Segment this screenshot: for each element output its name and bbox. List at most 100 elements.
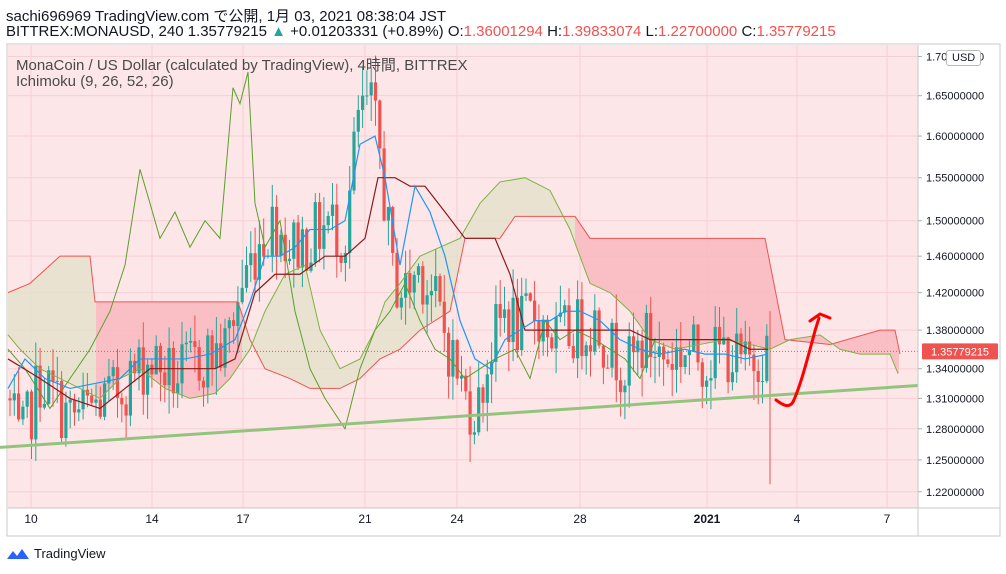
candle-body	[447, 332, 451, 377]
time-tick-label: 28	[573, 512, 587, 526]
indicator-legend[interactable]: Ichimoku (9, 26, 52, 26)	[16, 73, 174, 90]
currency-button[interactable]: USD	[946, 50, 982, 66]
candle-body	[537, 320, 541, 342]
candle-body	[472, 432, 476, 435]
candle-body	[545, 319, 550, 338]
candle-body	[610, 322, 614, 368]
time-tick-label: 4	[794, 512, 801, 526]
candle-body	[507, 309, 511, 343]
candle-body	[85, 389, 89, 396]
candle-body	[103, 383, 107, 417]
cloud-area	[465, 177, 575, 243]
candle-body	[163, 372, 167, 386]
candle-body	[490, 361, 494, 375]
candle-body	[171, 347, 175, 394]
candle-body	[253, 253, 257, 280]
candle-body	[283, 234, 287, 262]
candle-body	[726, 337, 730, 383]
candle-body	[692, 324, 696, 351]
candle-body	[515, 297, 519, 351]
price-tick-label: 1.42000000	[926, 288, 984, 300]
candle-body	[571, 346, 575, 359]
candle-body	[25, 391, 29, 407]
price-tick-label: 1.22000000	[926, 487, 984, 499]
last-price-tag: 1.35779215	[922, 343, 998, 360]
candle-body	[335, 204, 339, 257]
footer: TradingView	[6, 546, 106, 561]
candle-body	[627, 336, 631, 386]
candle-body	[644, 313, 648, 368]
price-chart[interactable]: 1.700000001.650000001.600000001.55000000…	[0, 42, 1006, 538]
time-tick-label: 17	[236, 512, 250, 526]
candle-body	[227, 320, 231, 329]
candle-body	[735, 333, 739, 373]
candle-body	[81, 389, 85, 410]
time-tick-label: 10	[24, 512, 38, 526]
candle-body	[756, 371, 760, 383]
price-change: +0.01203331 (+0.89%)	[290, 23, 444, 40]
candle-body	[520, 295, 524, 351]
low-label: L:	[645, 23, 659, 40]
price-tick-label: 1.60000000	[926, 131, 984, 143]
candle-body	[150, 364, 154, 375]
candle-body	[133, 360, 137, 374]
candle-body	[580, 299, 584, 357]
price-tick-label: 1.34000000	[926, 364, 984, 376]
candle-body	[670, 363, 674, 370]
candle-body	[619, 380, 623, 393]
candle-body	[683, 355, 687, 368]
candle-body	[597, 310, 601, 346]
candle-body	[421, 266, 425, 305]
candles	[8, 55, 771, 485]
time-tick-label: 2021	[694, 512, 721, 526]
candle-body	[416, 266, 421, 275]
time-axis[interactable]: 10 14 17 21 24 28 2021 4 7	[24, 512, 890, 526]
candle-body	[300, 229, 304, 268]
candle-body	[705, 380, 709, 387]
candle-body	[77, 409, 81, 413]
candle-body	[34, 365, 38, 440]
candle-body	[369, 82, 373, 96]
candle-body	[322, 225, 326, 249]
candle-body	[305, 229, 309, 271]
candle-body	[206, 335, 210, 388]
last-price-label: 1.35779215	[931, 346, 989, 358]
change-up-icon: ▲	[271, 23, 286, 40]
tradingview-logo-icon	[7, 548, 29, 559]
candle-body	[201, 380, 206, 388]
candle-body	[270, 206, 274, 256]
candle-body	[115, 367, 120, 398]
chart-title: MonaCoin / US Dollar (calculated by Trad…	[16, 57, 468, 74]
price-tick-label: 1.65000000	[926, 91, 984, 103]
candle-body	[563, 305, 567, 313]
candle-body	[197, 346, 201, 381]
candle-body	[193, 341, 197, 347]
candle-body	[343, 252, 347, 263]
price-tick-label: 1.46000000	[926, 251, 984, 263]
time-tick-label: 14	[145, 512, 159, 526]
candle-body	[386, 207, 390, 221]
candle-body	[356, 109, 360, 132]
trendline[interactable]	[0, 383, 919, 449]
symbol-ohlc-line: BITTREX:MONAUSD, 240 1.35779215 ▲ +0.012…	[6, 23, 836, 40]
candle-body	[180, 344, 184, 384]
candle-body	[649, 313, 653, 357]
cloud-area	[575, 216, 899, 374]
candle-body	[279, 234, 283, 256]
candle-body	[623, 385, 627, 393]
candle-body	[666, 359, 670, 364]
candle-body	[391, 207, 395, 253]
candle-body	[640, 340, 644, 368]
candle-body	[739, 333, 743, 355]
candle-body	[765, 335, 769, 382]
close-label: C:	[741, 23, 757, 40]
candle-body	[554, 316, 558, 349]
candle-body	[378, 100, 382, 149]
candle-body	[614, 322, 618, 381]
conversion-line	[7, 135, 769, 390]
candle-body	[361, 95, 365, 110]
candle-body	[442, 301, 446, 333]
candle-body	[722, 337, 726, 345]
candle-body	[700, 362, 704, 387]
candle-body	[17, 393, 21, 420]
